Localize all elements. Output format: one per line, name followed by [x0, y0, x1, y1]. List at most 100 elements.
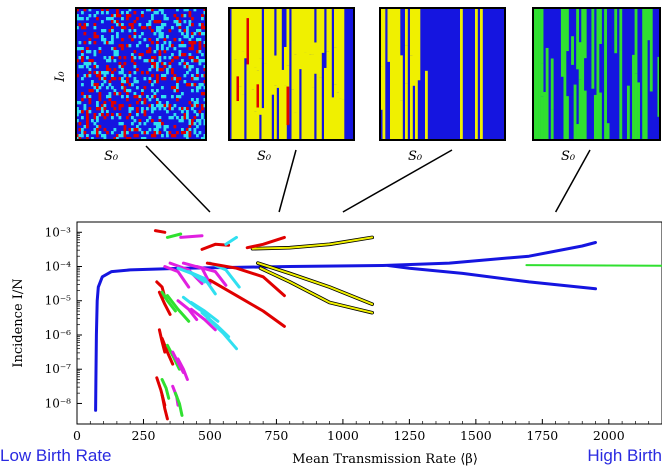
inset-cell	[188, 41, 192, 45]
inset-cell	[193, 59, 197, 63]
inset-cell	[126, 89, 129, 93]
inset-cell	[201, 137, 204, 141]
inset-cell	[171, 86, 174, 90]
inset-cell	[163, 41, 167, 45]
inset-cell	[111, 86, 114, 90]
inset-cell	[156, 20, 159, 24]
inset-cell	[183, 20, 187, 24]
inset-cell	[153, 128, 157, 132]
inset-cell	[136, 95, 139, 99]
inset-cell	[198, 62, 202, 66]
inset-stripe	[324, 67, 327, 140]
inset-cell	[93, 32, 97, 36]
inset-cell	[128, 74, 132, 78]
inset-cell	[88, 89, 92, 93]
inset-cell	[101, 104, 104, 108]
inset-cell	[201, 107, 204, 111]
inset-stripe	[241, 8, 245, 52]
inset-cell	[191, 104, 194, 108]
inset-cell	[93, 50, 97, 54]
inset-cell	[198, 119, 202, 123]
inset-cell	[156, 80, 159, 84]
inset-cell	[176, 23, 179, 27]
inset-cell	[196, 86, 199, 90]
inset-cell	[168, 62, 172, 66]
inset-stripe	[301, 8, 305, 140]
inset-cell	[156, 89, 159, 93]
inset-cell	[133, 11, 137, 15]
inset-stripe	[286, 86, 290, 126]
inset-cell	[103, 80, 107, 84]
inset-cell	[101, 11, 104, 15]
inset-stripe	[254, 8, 257, 68]
inset-cell	[76, 113, 79, 117]
inset-cell	[183, 44, 187, 48]
inset-cell	[113, 89, 117, 93]
inset-cell	[181, 128, 184, 132]
inset-x-label: S₀	[257, 149, 272, 164]
inset-stripe	[540, 8, 544, 64]
inset-cell	[86, 95, 89, 99]
inset-cell	[106, 86, 109, 90]
inset-cell	[136, 68, 139, 72]
inset-cell	[143, 59, 147, 63]
y-tick-label: 10⁻⁴	[45, 260, 72, 274]
inset-cell	[96, 119, 99, 123]
inset-cell	[181, 32, 184, 36]
inset-cell	[163, 50, 167, 54]
inset-cell	[161, 11, 164, 15]
inset-cell	[86, 116, 89, 120]
inset-stripe	[390, 8, 393, 140]
inset-cell	[153, 95, 157, 99]
inset-stripe	[294, 54, 297, 113]
inset-stripe	[581, 8, 585, 140]
inset-cell	[93, 35, 97, 39]
inset-cell	[88, 71, 92, 75]
inset-stripe	[400, 55, 403, 101]
inset-cell	[113, 101, 117, 105]
inset-stripe	[634, 73, 638, 140]
inset-cell	[138, 128, 142, 132]
inset-stripe	[425, 70, 428, 140]
inset-cell	[183, 8, 187, 12]
inset-cell	[121, 17, 124, 21]
inset-stripe	[291, 8, 295, 41]
inset-cell	[111, 38, 114, 42]
inset-cell	[183, 107, 187, 111]
inset-cell	[98, 92, 102, 96]
inset-stripe	[326, 8, 330, 52]
inset-cell	[176, 8, 179, 12]
inset-cell	[178, 20, 182, 24]
inset-cell	[168, 65, 172, 69]
inset-cell	[106, 11, 109, 15]
inset-x-label: S₀	[561, 149, 576, 164]
inset-cell	[76, 14, 79, 18]
series-line-blue	[94, 241, 597, 412]
inset-cell	[158, 53, 162, 57]
inset-cell	[196, 119, 199, 123]
inset-stripe	[341, 99, 345, 140]
inset-cell	[138, 23, 142, 27]
inset-cell	[133, 128, 137, 132]
inset-cell	[158, 116, 162, 120]
inset-cell	[123, 131, 127, 135]
inset-cell	[106, 41, 109, 45]
inset-cell	[203, 92, 207, 96]
inset-cell	[126, 44, 129, 48]
inset-cell	[108, 98, 112, 102]
inset-stripe	[294, 112, 297, 140]
inset-cell	[116, 53, 119, 57]
inset-cell	[193, 122, 197, 126]
inset-cell	[148, 80, 152, 84]
inset-cell	[191, 35, 194, 39]
curves	[94, 229, 662, 421]
series-line-red	[245, 235, 286, 250]
inset-cell	[173, 74, 177, 78]
inset-cell	[186, 110, 189, 114]
inset-cell	[86, 23, 89, 27]
inset-cell	[166, 125, 169, 129]
inset-cell	[186, 8, 189, 12]
inset-stripe	[251, 89, 255, 140]
inset-cell	[188, 101, 192, 105]
inset-cell	[173, 113, 177, 117]
